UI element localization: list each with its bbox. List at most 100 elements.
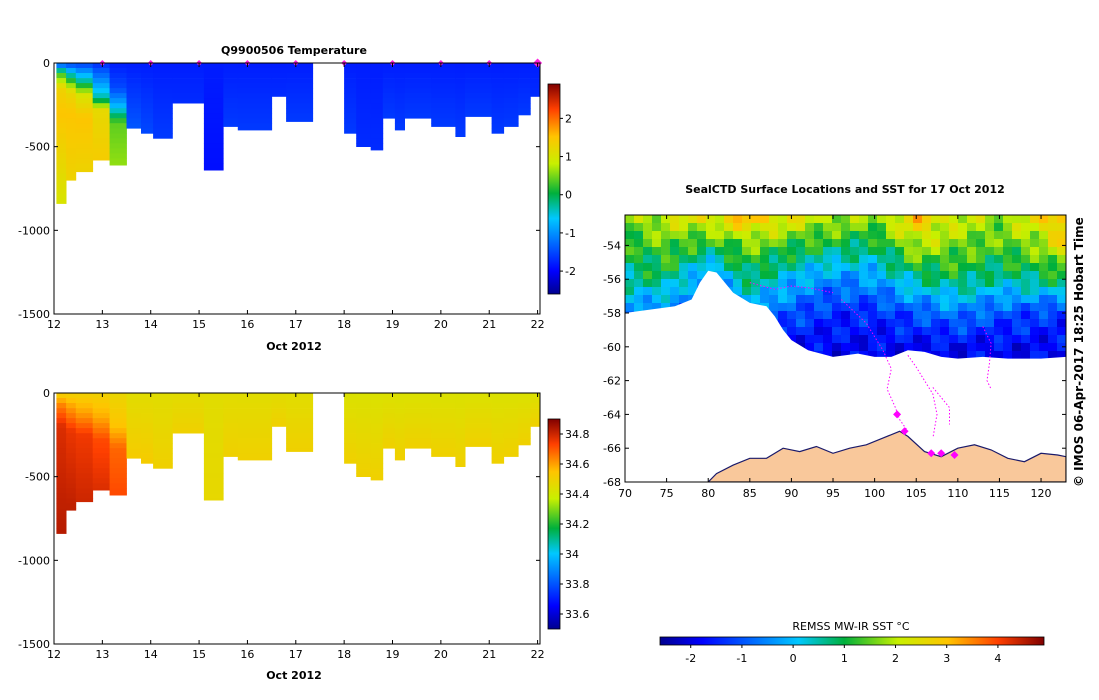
section-cell xyxy=(75,478,94,484)
sst-cell xyxy=(895,311,905,320)
sst-cell xyxy=(859,319,869,328)
sst-cell xyxy=(796,303,806,312)
section-cell xyxy=(109,123,127,129)
section-cell xyxy=(356,423,372,429)
sst-cell xyxy=(931,351,941,360)
y-tick-label: -1000 xyxy=(18,224,50,237)
section-cell xyxy=(56,113,67,119)
sst-cell xyxy=(976,279,986,288)
temperature-xlabel: Oct 2012 xyxy=(266,340,322,353)
sst-cell xyxy=(922,271,932,280)
section-cell xyxy=(223,123,239,127)
sst-cell xyxy=(922,215,932,224)
section-cell xyxy=(370,68,384,74)
section-cell xyxy=(223,113,239,119)
section-cell xyxy=(66,78,77,84)
sst-cell xyxy=(1021,303,1031,312)
section-cell xyxy=(66,448,77,454)
section-cell xyxy=(75,438,94,444)
sst-cell xyxy=(697,215,707,224)
section-cell xyxy=(75,163,94,169)
sst-cell xyxy=(625,215,635,224)
section-cell xyxy=(356,73,372,79)
sst-cell xyxy=(1030,311,1040,320)
sst-cell xyxy=(868,319,878,328)
sst-cell xyxy=(661,231,671,240)
section-cell xyxy=(56,458,67,464)
sst-cell xyxy=(787,239,797,248)
sst-cell xyxy=(976,215,986,224)
sst-cell xyxy=(706,247,716,256)
section-cell xyxy=(109,113,127,119)
sst-cell xyxy=(1039,215,1049,224)
sst-cell xyxy=(895,327,905,336)
section-cell xyxy=(237,418,273,424)
section-cell xyxy=(56,433,67,439)
section-cell xyxy=(344,73,357,79)
section-cell xyxy=(56,478,67,484)
section-cell xyxy=(92,158,110,161)
section-cell xyxy=(404,403,432,409)
section-cell xyxy=(455,93,466,99)
sst-cell xyxy=(931,215,941,224)
sst-cell xyxy=(985,311,995,320)
section-cell xyxy=(431,103,456,109)
sst-cell xyxy=(751,231,761,240)
sst-cell xyxy=(940,255,950,264)
section-cell xyxy=(56,508,67,514)
sst-cell xyxy=(859,239,869,248)
section-cell xyxy=(66,438,77,444)
section-cell xyxy=(382,88,396,94)
sst-cell xyxy=(778,303,788,312)
sst-cell xyxy=(895,255,905,264)
section-cell xyxy=(465,398,492,404)
section-cell xyxy=(223,403,239,409)
section-cell xyxy=(431,453,456,457)
section-cell xyxy=(344,428,357,434)
section-cell xyxy=(491,423,505,429)
sst-cell xyxy=(931,263,941,272)
sst-cell xyxy=(823,327,833,336)
seal-location xyxy=(900,427,909,436)
section-cell xyxy=(75,443,94,449)
sst-cell xyxy=(778,255,788,264)
section-cell xyxy=(237,403,273,409)
lon-tick-label: 70 xyxy=(618,487,632,500)
section-cell xyxy=(271,398,287,404)
sst-cell xyxy=(1057,327,1066,336)
section-cell xyxy=(404,83,432,89)
sst-cell xyxy=(841,319,851,328)
section-cell xyxy=(394,393,405,399)
sst-cell xyxy=(652,295,662,304)
section-cell xyxy=(75,153,94,159)
section-cell xyxy=(356,118,372,124)
section-cell xyxy=(394,128,405,131)
sst-cell xyxy=(751,263,761,272)
sst-cell xyxy=(688,271,698,280)
sst-cell xyxy=(805,295,815,304)
section-cell xyxy=(109,403,127,409)
section-cell xyxy=(66,98,77,104)
sst-cell xyxy=(652,247,662,256)
section-cell xyxy=(109,103,127,109)
section-cell xyxy=(455,108,466,114)
sst-cell xyxy=(751,215,761,224)
section-cell xyxy=(431,433,456,439)
section-cell xyxy=(223,103,239,109)
sst-cell xyxy=(715,271,725,280)
sst-cell xyxy=(670,271,680,280)
section-cell xyxy=(344,108,357,114)
sst-cell xyxy=(643,279,653,288)
section-cell xyxy=(237,413,273,419)
lat-tick-label: -54 xyxy=(603,239,621,252)
section-cell xyxy=(75,398,94,404)
sst-cell xyxy=(832,271,842,280)
sst-cell xyxy=(760,255,770,264)
section-cell xyxy=(530,68,541,74)
section-cell xyxy=(66,73,77,79)
section-cell xyxy=(344,413,357,419)
sst-cell xyxy=(922,247,932,256)
sst-cell xyxy=(1039,295,1049,304)
section-cell xyxy=(66,173,77,179)
